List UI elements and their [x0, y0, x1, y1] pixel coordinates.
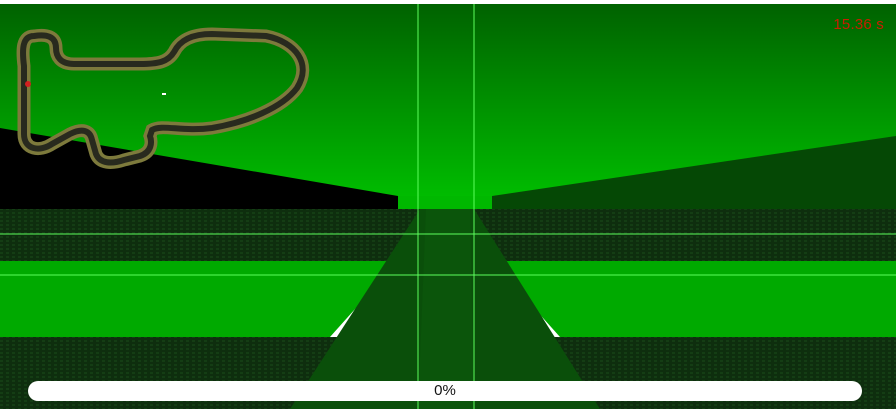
minimap-track-border [16, 27, 310, 169]
race-timer: 15.36 s [833, 16, 884, 33]
minimap-start-marker [162, 93, 166, 95]
right-wall [492, 136, 896, 209]
horizon-gap [398, 196, 492, 209]
track-road-center [418, 209, 474, 409]
left-field [0, 261, 398, 337]
right-field [492, 261, 896, 337]
minimap-car-marker [25, 81, 31, 87]
loading-progress-bar: 0% [28, 381, 862, 401]
minimap-track [20, 30, 306, 166]
progress-label: 0% [434, 382, 456, 399]
track-minimap [16, 27, 310, 169]
